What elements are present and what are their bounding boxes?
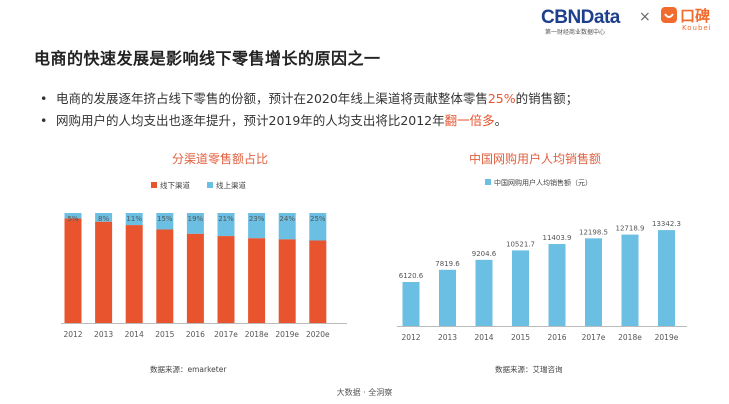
bullet-dot: • (40, 91, 48, 106)
bar-spend (512, 250, 529, 326)
x-tick-label: 2019e (655, 333, 679, 342)
channel-share-chart: 线下渠道 线上渠道 5% 2012 8% 2013 11% 2014 15% 2015 19% 201… (61, 180, 347, 339)
x-tick-label: 2019e (275, 330, 299, 339)
bar-offline (248, 238, 266, 323)
x-tick-label: 2018e (618, 333, 642, 342)
bar-offline (309, 240, 327, 323)
bar-online (309, 213, 327, 241)
data-label: 6120.6 (399, 272, 424, 280)
koubei-icon (661, 7, 677, 23)
data-label: 5% (67, 215, 78, 223)
bullet-text: 电商的发展逐年挤占线下零售的份额，预计在2020年线上渠道将贡献整体零售 (56, 91, 488, 106)
bullet-item: • 电商的发展逐年挤占线下零售的份额，预计在2020年线上渠道将贡献整体零售25%… (40, 88, 578, 110)
header: CBNData 第一财经商业数据中心 × 口碑 Koubei (0, 0, 729, 36)
chart-title-share: 分渠道零售额占比 (171, 152, 268, 166)
x-tick-label: 2018e (245, 330, 269, 339)
bar-spend (658, 230, 675, 326)
bar-spend (548, 244, 566, 326)
bar-offline (186, 233, 204, 323)
footer: 大数据 · 全洞察 (336, 388, 393, 397)
bullet-text-end: 。 (494, 113, 508, 128)
x-tick-label: 2015 (155, 330, 174, 339)
bar-spend (439, 269, 456, 326)
data-label: 21% (218, 215, 234, 223)
koubei-logo: 口碑 Koubei (660, 4, 722, 34)
times-icon: × (639, 9, 651, 25)
data-label: 23% (249, 215, 265, 223)
bar-spend (621, 234, 639, 326)
data-label: 13342.3 (652, 220, 681, 228)
legend-swatch-offline (151, 182, 157, 188)
bar-online (217, 213, 235, 237)
bar-online (186, 213, 204, 234)
data-label: 19% (188, 215, 204, 223)
bullet-highlight: 翻一倍多 (444, 113, 495, 128)
legend-swatch (485, 179, 491, 185)
partner-sub: Koubei (682, 24, 712, 32)
bullet-item: • 网购用户的人均支出也逐年提升，预计2019年的人均支出将比2012年翻一倍多。 (40, 110, 578, 132)
bar-offline (217, 236, 235, 323)
data-label: 8% (98, 215, 109, 223)
bar-offline (64, 218, 82, 323)
x-tick-label: 2017e (582, 333, 606, 342)
x-tick-label: 2014 (474, 333, 493, 342)
partner-name: 口碑 (680, 7, 711, 25)
brand-main: CBN (541, 7, 581, 28)
bullet-highlight: 25% (487, 91, 516, 106)
bar-online (278, 213, 296, 240)
bar-online (64, 213, 82, 219)
x-tick-label: 2013 (438, 333, 457, 342)
data-label: 7819.6 (435, 260, 460, 268)
bar-offline (95, 221, 113, 323)
data-label: 12198.5 (579, 228, 608, 236)
bar-online (156, 213, 174, 230)
bar-offline (125, 225, 143, 323)
x-tick-label: 2016 (547, 333, 566, 342)
bar-online (125, 213, 143, 226)
x-tick-label: 2020e (306, 330, 330, 339)
source-right: 数据来源：艾瑞咨询 (495, 365, 563, 374)
data-label: 11% (126, 215, 142, 223)
brand-suffix: Data (580, 7, 621, 28)
data-label: 25% (310, 215, 326, 223)
brand-sub: 第一财经商业数据中心 (545, 29, 606, 36)
bar-spend (475, 259, 493, 326)
x-tick-label: 2013 (94, 330, 113, 339)
cbndata-logo: CBNData 第一财经商业数据中心 (541, 7, 620, 36)
bar-spend (585, 238, 602, 326)
chart-title-spend: 中国网购用户人均销售额 (468, 152, 601, 166)
source-left: 数据来源：emarketer (150, 365, 227, 374)
bullet-text: 网购用户的人均支出也逐年提升，预计2019年的人均支出将比2012年 (56, 113, 445, 128)
bar-offline (278, 239, 296, 323)
data-label: 15% (157, 215, 173, 223)
x-tick-label: 2017e (214, 330, 238, 339)
data-label: 11403.9 (543, 234, 572, 242)
bar-online (95, 213, 113, 222)
x-tick-label: 2012 (401, 333, 420, 342)
bullet-text-end: 的销售额； (515, 91, 579, 106)
x-tick-label: 2016 (186, 330, 205, 339)
x-tick-label: 2012 (63, 330, 82, 339)
data-label: 9204.6 (472, 250, 497, 258)
legend-label-online: 线上渠道 (216, 180, 246, 190)
per-capita-chart: 中国网购用户人均销售额（元） 6120.6 2012 7819.6 2013 9204.6… (397, 178, 687, 342)
bar-online (248, 213, 266, 239)
data-label: 24% (279, 215, 295, 223)
page-title: 电商的快速发展是影响线下零售增长的原因之一 (34, 49, 381, 68)
legend-swatch-online (207, 182, 213, 188)
legend-label-offline: 线下渠道 (160, 180, 190, 190)
bar-offline (156, 229, 174, 323)
bullet-dot: • (40, 113, 48, 128)
data-label: 10521.7 (506, 240, 535, 248)
x-tick-label: 2015 (511, 333, 530, 342)
bar-spend (402, 282, 420, 326)
x-tick-label: 2014 (125, 330, 144, 339)
data-label: 12718.9 (616, 225, 645, 233)
legend-label: 中国网购用户人均销售额（元） (494, 178, 592, 187)
bullet-list: • 电商的发展逐年挤占线下零售的份额，预计在2020年线上渠道将贡献整体零售25%… (40, 88, 578, 132)
